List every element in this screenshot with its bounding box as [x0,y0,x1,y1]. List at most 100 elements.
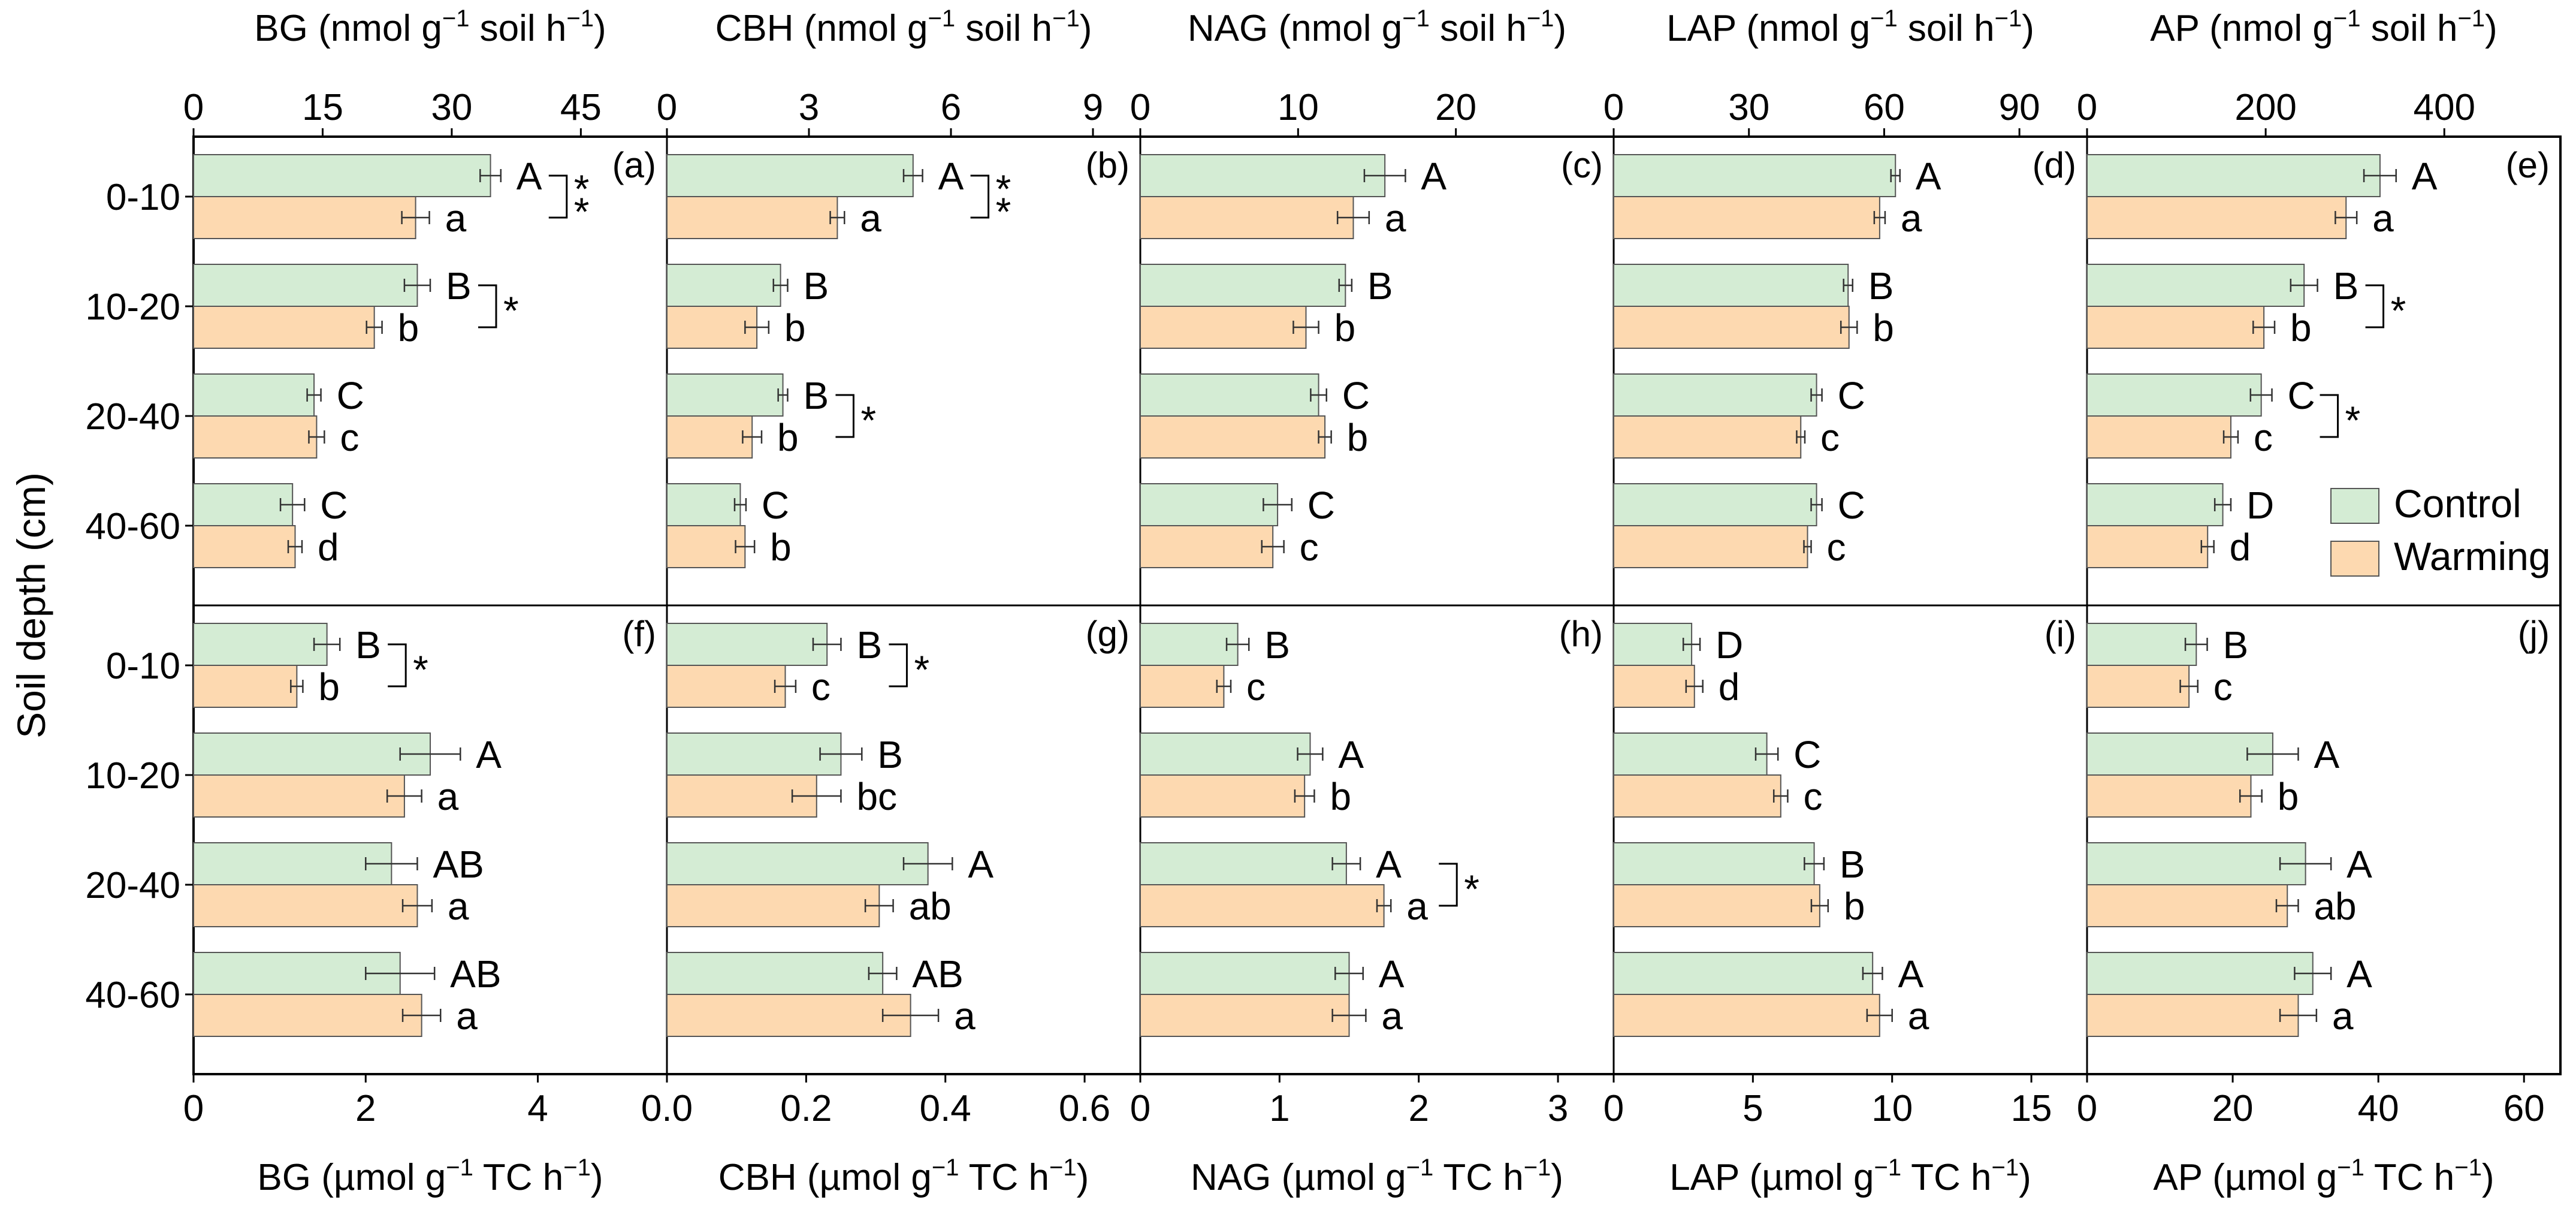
significance-star: * [1464,867,1479,911]
warming-bar [193,774,405,818]
warming-bar [666,525,746,568]
y-tick-label: 20-40 [85,865,180,906]
x-tick-label: 0.2 [780,1088,832,1129]
significance-bracket [970,174,990,219]
control-bar [2086,483,2224,526]
warming-bar [1613,774,1781,818]
warming-bar [1140,774,1306,818]
x-axis-title: NAG (nmol g−1 soil h−1) [1188,5,1566,49]
control-bar [193,623,328,666]
warming-bar [193,415,318,459]
x-tick-label: 0 [1130,1088,1150,1129]
warming-letter: c [340,416,359,459]
control-letter: B [856,623,882,667]
warming-bar [666,306,758,349]
warming-letter: a [1406,885,1428,928]
significance-star: * [914,647,929,692]
x-tick-label: 30 [1728,87,1769,128]
warming-bar [1613,884,1820,927]
warming-letter: b [777,416,799,459]
control-bar [193,373,315,417]
control-letter: D [1716,623,1743,667]
warming-letter: c [811,665,831,708]
warming-letter: c [1803,775,1822,818]
warming-letter: a [1381,994,1403,1038]
warming-letter: b [1347,416,1369,459]
control-bar [1140,483,1279,526]
control-bar [2086,952,2314,995]
control-letter: A [2347,843,2372,886]
control-letter: A [968,843,993,886]
warming-letter: d [2230,526,2251,569]
warming-bar [1140,196,1354,239]
x-axis-title: CBH (nmol g−1 soil h−1) [715,5,1092,49]
warming-bar [1140,525,1274,568]
control-letter: B [803,374,829,417]
warming-bar [1140,994,1350,1037]
warming-letter: a [1901,197,1922,240]
bar-layer [193,154,2397,1037]
panel-label: (a) [612,145,656,185]
significance-bracket [1439,863,1458,907]
x-tick-label: 0 [183,87,204,128]
x-tick-label: 9 [1083,87,1103,128]
warming-bar [193,884,418,927]
warming-letter: bc [856,775,897,818]
warming-bar [1613,525,1808,568]
control-bar [2086,623,2197,666]
x-tick-label: 15 [2011,1088,2052,1129]
x-tick-label: 0 [1130,87,1150,128]
control-letter: D [2246,484,2274,527]
significance-bracket [478,284,497,328]
control-letter: A [1898,952,1923,996]
y-tick-label: 10-20 [85,755,180,797]
y-tick-label: 40-60 [85,975,180,1016]
control-letter: C [1793,733,1821,776]
y-axis-title: Soil depth (cm) [9,472,53,738]
warming-bar [666,884,880,927]
control-letter: A [517,155,542,198]
warming-letter: b [1330,775,1351,818]
y-tick-label: 40-60 [85,506,180,547]
x-tick-label: 0.4 [920,1088,971,1129]
warming-letter: b [398,306,419,349]
control-bar [1613,623,1693,666]
control-bar [193,842,392,885]
warming-letter: a [437,775,459,818]
control-bar [666,264,781,307]
warming-letter: c [1820,416,1840,459]
warming-letter: ab [909,885,952,928]
panel-label: (f) [622,614,656,654]
x-tick-label: 0 [657,87,677,128]
x-axis-title: CBH (µmol g−1 TC h−1) [718,1154,1089,1198]
warming-bar [1613,415,1802,459]
warming-letter: b [770,526,792,569]
warming-bar [1613,665,1695,708]
warming-letter: b [784,306,806,349]
warming-letter: a [456,994,478,1038]
control-bar [666,732,842,776]
control-letter: B [2223,623,2249,667]
significance-star: * [503,288,519,333]
legend-swatch-warming [2330,541,2379,577]
warming-letter: ab [2314,885,2356,928]
y-tick-label: 20-40 [85,396,180,438]
control-bar [1613,264,1849,307]
warming-bar [1140,415,1326,459]
warming-bar [666,415,753,459]
warming-letter: a [1385,197,1406,240]
x-axis-title: BG (nmol g−1 soil h−1) [254,5,606,49]
control-bar [1140,842,1347,885]
warming-bar [193,525,296,568]
x-tick-label: 0 [1603,87,1624,128]
control-bar [193,264,418,307]
warming-bar [1613,994,1880,1037]
warming-bar [193,994,422,1037]
y-tick-label: 0-10 [106,646,180,687]
x-tick-label: 1 [1269,1088,1289,1129]
warming-letter: d [1719,665,1740,708]
control-bar [1613,842,1815,885]
control-bar [1140,264,1346,307]
x-axis-title: LAP (nmol g−1 soil h−1) [1666,5,2034,49]
